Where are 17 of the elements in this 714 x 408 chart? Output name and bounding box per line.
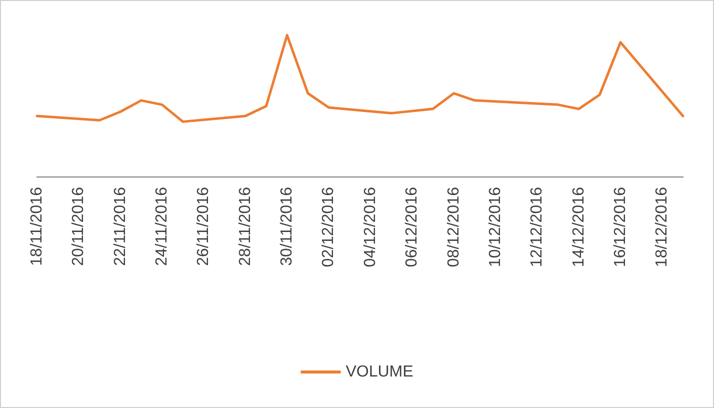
x-tick-label: 14/12/2016 [570, 186, 588, 268]
x-tick-label: 08/12/2016 [445, 186, 462, 268]
x-tick-label: 20/11/2016 [70, 186, 88, 266]
x-tick-label: 18/11/2016 [28, 186, 46, 266]
x-tick-label: 02/12/2016 [320, 186, 338, 268]
x-tick-label: 06/12/2016 [404, 186, 421, 268]
x-tick-label: 16/12/2016 [612, 186, 629, 268]
x-tick-label: 28/11/2016 [236, 186, 254, 266]
x-tick-label: 26/11/2016 [195, 186, 212, 266]
x-tick-label: 10/12/2016 [486, 186, 504, 268]
x-tick-label: 12/12/2016 [528, 186, 546, 268]
x-tick-label: 22/11/2016 [112, 186, 129, 266]
legend-label: VOLUME [346, 364, 414, 380]
x-tick-label: 24/11/2016 [154, 186, 171, 266]
x-tick-label: 30/11/2016 [278, 186, 296, 266]
x-tick-label: 04/12/2016 [362, 186, 379, 268]
x-tick-label: 18/12/2016 [654, 186, 671, 268]
